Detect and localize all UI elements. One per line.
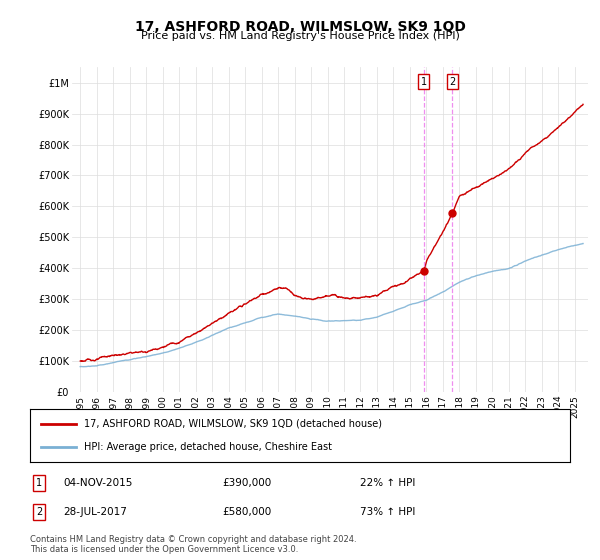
Text: 1: 1 — [421, 77, 427, 87]
Text: 2: 2 — [449, 77, 455, 87]
Text: Price paid vs. HM Land Registry's House Price Index (HPI): Price paid vs. HM Land Registry's House … — [140, 31, 460, 41]
Text: Contains HM Land Registry data © Crown copyright and database right 2024.: Contains HM Land Registry data © Crown c… — [30, 535, 356, 544]
Text: £580,000: £580,000 — [222, 507, 271, 517]
Text: 04-NOV-2015: 04-NOV-2015 — [63, 478, 133, 488]
Text: 22% ↑ HPI: 22% ↑ HPI — [360, 478, 415, 488]
Text: 17, ASHFORD ROAD, WILMSLOW, SK9 1QD (detached house): 17, ASHFORD ROAD, WILMSLOW, SK9 1QD (det… — [84, 419, 382, 429]
Text: HPI: Average price, detached house, Cheshire East: HPI: Average price, detached house, Ches… — [84, 442, 332, 452]
Text: 73% ↑ HPI: 73% ↑ HPI — [360, 507, 415, 517]
Text: 2: 2 — [36, 507, 42, 517]
Text: 28-JUL-2017: 28-JUL-2017 — [63, 507, 127, 517]
Text: 1: 1 — [36, 478, 42, 488]
Text: This data is licensed under the Open Government Licence v3.0.: This data is licensed under the Open Gov… — [30, 545, 298, 554]
Text: £390,000: £390,000 — [222, 478, 271, 488]
Text: 17, ASHFORD ROAD, WILMSLOW, SK9 1QD: 17, ASHFORD ROAD, WILMSLOW, SK9 1QD — [134, 20, 466, 34]
